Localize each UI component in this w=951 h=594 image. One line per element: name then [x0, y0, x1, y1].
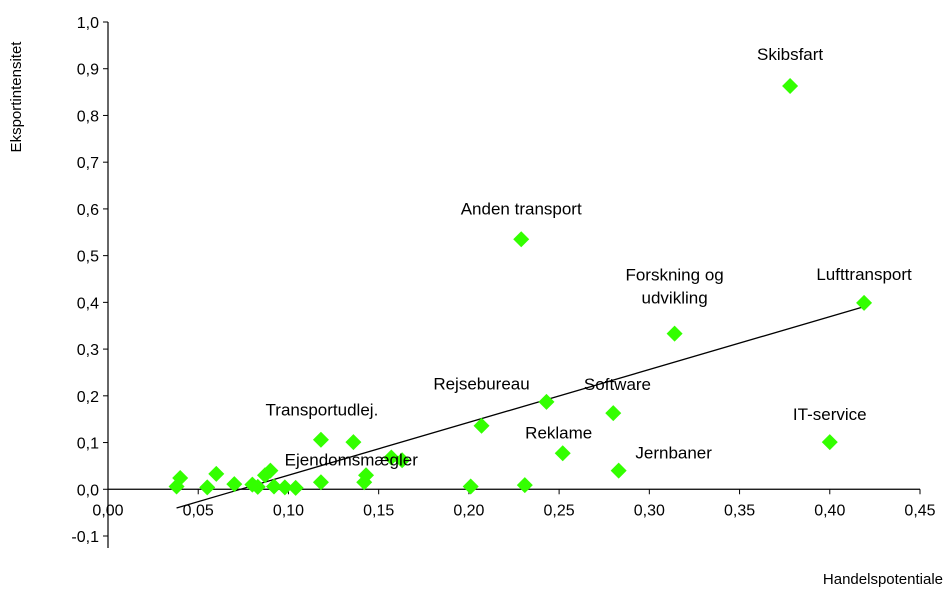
data-point-marker	[168, 478, 185, 495]
data-point-marker	[513, 231, 530, 248]
data-point-marker	[262, 462, 279, 479]
x-tick-label: 0,10	[273, 502, 304, 519]
point-label: Lufttransport	[816, 265, 912, 284]
x-tick-label: 0,05	[183, 502, 214, 519]
data-point-marker	[208, 465, 225, 482]
y-axis-title: Eksportintensitet	[8, 41, 25, 153]
x-tick-label: 0,15	[363, 502, 394, 519]
x-tick-label: 0,30	[634, 502, 665, 519]
x-tick-label: 0,40	[814, 502, 845, 519]
y-tick-label: -0,1	[71, 529, 99, 546]
data-point-marker	[856, 294, 873, 311]
point-label: Transportudlej.	[266, 401, 379, 420]
point-label: Reklame	[525, 423, 592, 442]
axes-layer	[107, 22, 920, 548]
point-label: Skibsfart	[757, 45, 823, 64]
point-label: IT-service	[793, 405, 867, 424]
data-point-marker	[554, 445, 571, 462]
y-tick-label: 0,8	[77, 108, 99, 125]
y-tick-label: 0,9	[77, 62, 99, 79]
data-point-marker	[356, 474, 373, 491]
point-labels-layer: Skibsfart Anden transport Lufttransport For…	[266, 45, 913, 469]
data-point-marker	[345, 434, 362, 451]
data-point-marker	[821, 434, 838, 451]
data-point-marker	[782, 78, 799, 95]
x-tick-label: 0,20	[453, 502, 484, 519]
y-tick-label: 0,2	[77, 389, 99, 406]
y-tick-label: 0,3	[77, 342, 99, 359]
data-point-marker	[473, 417, 490, 434]
y-tick-label: 0,1	[77, 436, 99, 453]
data-point-marker	[249, 478, 266, 495]
point-label: Jernbaner	[635, 444, 712, 463]
data-point-marker	[394, 452, 411, 469]
data-point-marker	[312, 431, 329, 448]
y-tick-label: 0,7	[77, 155, 99, 172]
data-point-marker	[312, 474, 329, 491]
data-point-marker	[610, 462, 627, 479]
ticks-layer: 1,0 0,9 0,8 0,7 0,6 0,5 0,4 0,3 0,2 0,1 0,0 -0,1 0,0…	[71, 15, 935, 546]
data-point-marker	[516, 477, 533, 494]
data-point-marker	[287, 479, 304, 496]
x-tick-label: 0,00	[92, 502, 123, 519]
trendline-layer	[176, 305, 867, 509]
data-point-marker	[199, 479, 216, 496]
points-layer	[168, 78, 873, 496]
point-label: Software	[584, 375, 651, 394]
point-label: Forskning og udvikling	[625, 266, 723, 308]
data-point-marker	[276, 479, 293, 496]
y-tick-label: 1,0	[77, 15, 99, 32]
y-tick-label: 0,6	[77, 202, 99, 219]
data-point-marker	[538, 393, 555, 410]
x-tick-label: 0,45	[904, 502, 935, 519]
data-point-marker	[462, 478, 479, 495]
x-tick-label: 0,35	[724, 502, 755, 519]
data-point-marker	[605, 405, 622, 422]
point-label: Rejsebureau	[433, 375, 529, 394]
data-point-marker	[266, 478, 283, 495]
data-point-marker	[666, 325, 683, 342]
x-tick-label: 0,25	[544, 502, 575, 519]
data-point-marker	[226, 476, 243, 493]
x-axis-title: Handelspotentiale	[823, 571, 943, 588]
y-tick-label: 0,0	[77, 482, 99, 499]
y-tick-label: 0,4	[77, 295, 99, 312]
data-point-marker	[383, 449, 400, 466]
point-label: Ejendomsmægler	[285, 450, 419, 469]
y-tick-label: 0,5	[77, 249, 99, 266]
point-label: Anden transport	[461, 199, 582, 218]
trendline	[176, 305, 867, 509]
